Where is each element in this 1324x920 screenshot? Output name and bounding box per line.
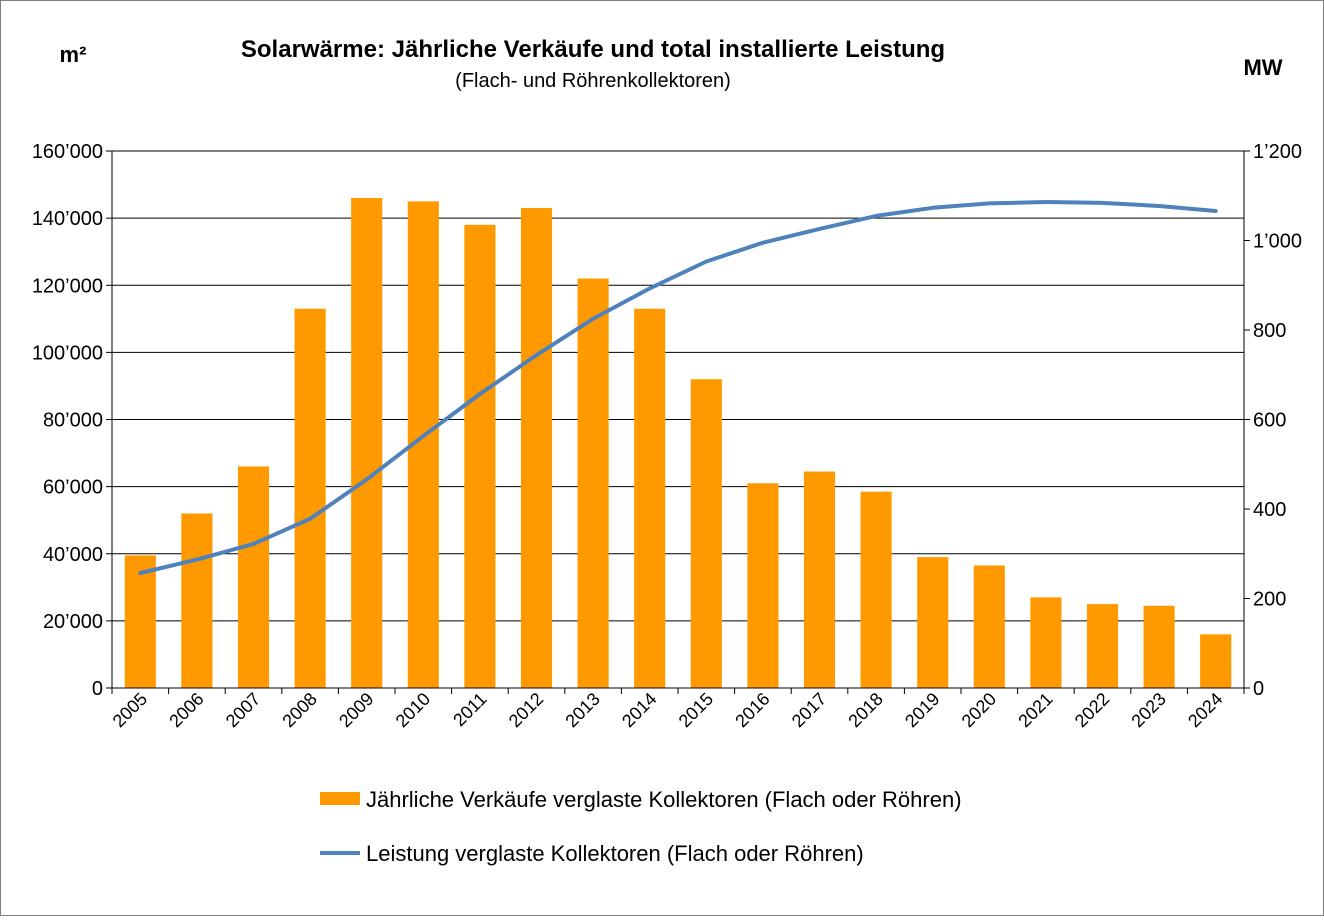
bar: [351, 197, 383, 689]
x-tick-label: 2014: [618, 689, 660, 731]
bar: [1030, 597, 1062, 688]
x-tick-label: 2008: [278, 689, 320, 731]
x-tick-label: 2012: [505, 689, 547, 731]
left-axis-unit: m²: [60, 42, 87, 67]
bar: [181, 513, 213, 688]
right-tick-label: 1’000: [1253, 231, 1302, 253]
legend: Jährliche Verkäufe verglaste Kollektoren…: [320, 787, 962, 866]
x-tick-label: 2010: [392, 689, 434, 731]
right-tick-label: 200: [1253, 589, 1286, 611]
x-tick-label: 2022: [1071, 689, 1113, 731]
bar: [577, 278, 609, 688]
bar: [634, 308, 666, 688]
x-tick-label: 2017: [788, 689, 830, 731]
right-axis-unit: MW: [1243, 55, 1282, 80]
left-tick-label: 0: [92, 678, 103, 700]
axes: [106, 150, 1250, 694]
bar: [464, 224, 496, 688]
x-tick-label: 2006: [165, 689, 207, 731]
bar: [860, 491, 892, 688]
gridlines: [112, 150, 1244, 622]
bar: [973, 565, 1005, 688]
line-series: [138, 200, 1218, 575]
bar: [1086, 604, 1119, 688]
left-tick-label: 60’000: [43, 477, 103, 499]
x-tick-label: 2023: [1127, 689, 1169, 731]
left-tick-label: 100’000: [32, 342, 103, 364]
x-tick-label: 2018: [844, 689, 886, 731]
x-tick-label: 2009: [335, 689, 377, 731]
bar: [803, 471, 836, 688]
bar: [917, 557, 949, 688]
chart-subtitle: (Flach- und Röhrenkollektoren): [455, 70, 731, 92]
right-tick-label: 600: [1253, 410, 1286, 432]
bar: [237, 466, 270, 688]
bar: [124, 555, 156, 688]
bar: [1143, 605, 1175, 688]
x-tick-label: 2015: [675, 689, 717, 731]
bar-series: [124, 197, 1232, 689]
x-tick-label: 2005: [109, 689, 151, 731]
right-tick-label: 0: [1253, 678, 1264, 700]
right-tick-label: 1’200: [1253, 141, 1302, 163]
bar: [1200, 634, 1232, 688]
x-tick-label: 2013: [561, 689, 603, 731]
line-series-path: [138, 200, 1218, 575]
x-tick-label: 2007: [222, 689, 264, 731]
x-tick-label: 2020: [958, 689, 1000, 731]
legend-swatch-bars: [320, 792, 360, 805]
x-tick-label: 2016: [731, 689, 773, 731]
legend-label-bars: Jährliche Verkäufe verglaste Kollektoren…: [366, 787, 962, 812]
right-tick-label: 400: [1253, 499, 1286, 521]
x-tick-label: 2021: [1014, 689, 1056, 731]
x-tick-label: 2011: [449, 689, 491, 731]
chart-title: Solarwärme: Jährliche Verkäufe und total…: [241, 36, 945, 63]
x-tick-label: 2024: [1184, 689, 1226, 731]
legend-label-line: Leistung verglaste Kollektoren (Flach od…: [366, 841, 864, 866]
left-tick-label: 20’000: [43, 611, 103, 633]
left-tick-label: 40’000: [43, 544, 103, 566]
x-tick-label: 2019: [901, 689, 943, 731]
bar: [294, 308, 326, 688]
left-tick-label: 140’000: [32, 208, 103, 230]
right-tick-label: 800: [1253, 320, 1286, 342]
left-tick-label: 160’000: [32, 141, 103, 163]
bar: [520, 208, 553, 688]
left-tick-label: 120’000: [32, 275, 103, 297]
bar: [747, 483, 779, 688]
bar: [690, 379, 722, 688]
left-tick-label: 80’000: [43, 410, 103, 432]
